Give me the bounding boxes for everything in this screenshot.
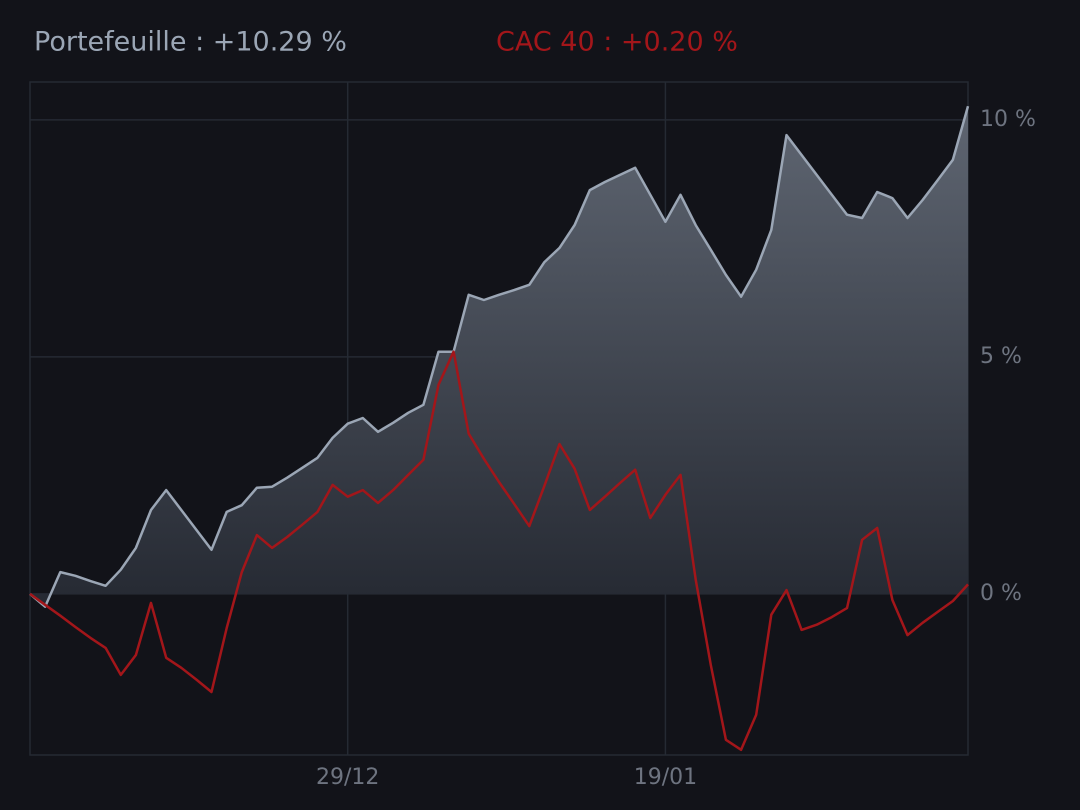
- y-tick-label: 0 %: [980, 581, 1022, 606]
- legend-entry: Portefeuille : +10.29 %: [34, 27, 347, 58]
- x-tick-label: 29/12: [316, 765, 379, 790]
- x-tick-label: 19/01: [634, 765, 697, 790]
- line: [29, 105, 970, 608]
- area: [30, 106, 968, 607]
- y-tick-label: 10 %: [980, 107, 1036, 132]
- line: [29, 350, 969, 752]
- legend-entry: CAC 40 : +0.20 %: [496, 27, 738, 58]
- y-tick-label: 5 %: [980, 344, 1022, 369]
